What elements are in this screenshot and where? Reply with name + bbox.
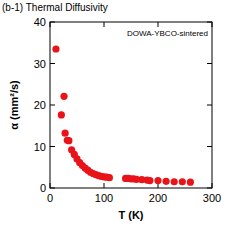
y-tick [50,63,55,64]
point [154,177,161,184]
x-tick [212,22,213,27]
x-tick-label: 0 [47,192,53,204]
x-tick [50,22,51,27]
chart: (b-1) Thermal Diffusivity 0 100 200 300 0 10 20… [0,0,238,233]
y-tick-label: 10 [34,141,46,153]
y-tick [207,105,212,106]
x-tick-label: 200 [149,192,167,204]
x-tick [104,22,105,27]
annotation: DOWA-YBCO-sintered [127,29,208,38]
point [52,45,59,52]
y-tick [207,63,212,64]
y-tick-label: 20 [34,99,46,111]
y-tick-label: 0 [40,182,46,194]
point [163,178,170,185]
x-tick [158,22,159,27]
y-tick-label: 40 [34,16,46,28]
point [60,93,67,100]
point [65,137,72,144]
y-tick [50,22,55,23]
y-tick [207,188,212,189]
plot-frame [50,22,212,188]
y-tick [50,105,55,106]
title: (b-1) Thermal Diffusivity [2,2,108,13]
y-tick [207,146,212,147]
point [58,111,65,118]
point [171,178,178,185]
point [187,179,194,186]
x-axis-label: T (K) [118,209,143,221]
x-tick [212,183,213,188]
point [179,178,186,185]
x-tick [104,183,105,188]
x-tick-label: 300 [203,192,221,204]
x-tick [50,183,51,188]
x-tick-label: 100 [95,192,113,204]
y-tick [207,22,212,23]
point [62,130,69,137]
y-tick [50,146,55,147]
y-axis-label: α (mm²/s) [8,80,20,130]
point [146,177,153,184]
point [106,174,113,181]
y-tick [50,188,55,189]
y-tick-label: 30 [34,58,46,70]
points [52,45,194,185]
